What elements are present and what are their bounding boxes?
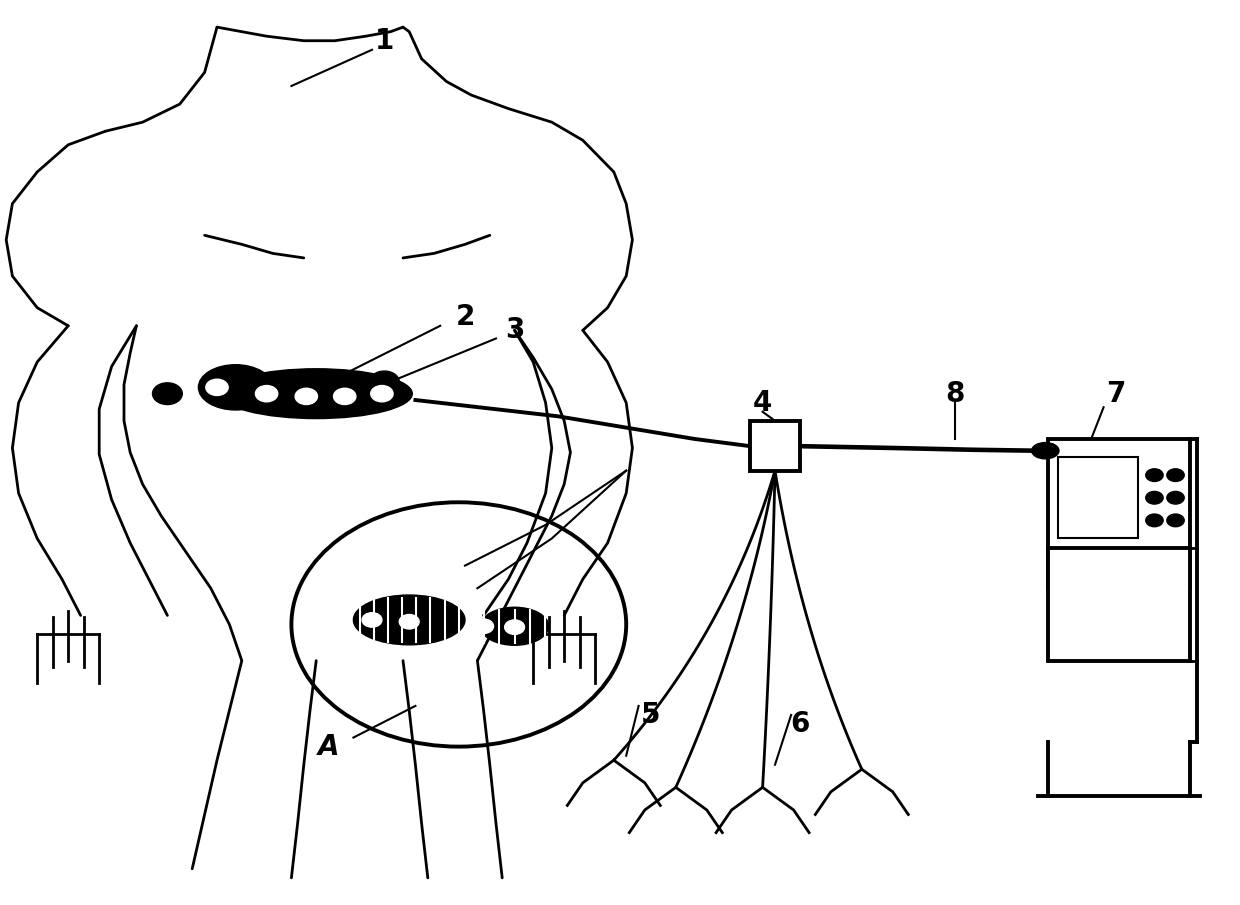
Circle shape	[1146, 469, 1163, 481]
Circle shape	[1146, 514, 1163, 527]
Text: 7: 7	[1106, 380, 1126, 407]
Text: 4: 4	[753, 389, 773, 416]
Text: 1: 1	[374, 27, 394, 54]
Text: 2: 2	[455, 303, 475, 330]
Circle shape	[370, 371, 399, 393]
Circle shape	[295, 388, 317, 405]
Circle shape	[1146, 491, 1163, 504]
Circle shape	[474, 619, 494, 634]
Ellipse shape	[481, 607, 549, 645]
FancyBboxPatch shape	[1048, 548, 1190, 661]
Circle shape	[399, 614, 419, 629]
Ellipse shape	[221, 369, 412, 418]
Ellipse shape	[353, 595, 465, 644]
Text: A: A	[317, 733, 340, 760]
Circle shape	[362, 613, 382, 627]
Ellipse shape	[198, 365, 273, 410]
Circle shape	[255, 386, 278, 402]
Circle shape	[371, 386, 393, 402]
Circle shape	[505, 620, 525, 634]
Circle shape	[1167, 491, 1184, 504]
Text: 8: 8	[945, 380, 965, 407]
Circle shape	[1167, 469, 1184, 481]
FancyBboxPatch shape	[1048, 439, 1190, 588]
Text: 3: 3	[505, 317, 525, 344]
FancyBboxPatch shape	[1058, 457, 1138, 538]
Circle shape	[206, 379, 228, 395]
Circle shape	[153, 383, 182, 405]
Ellipse shape	[1032, 443, 1059, 459]
Circle shape	[334, 388, 356, 405]
Text: 5: 5	[641, 701, 661, 729]
Circle shape	[1167, 514, 1184, 527]
Text: 6: 6	[790, 710, 810, 738]
FancyBboxPatch shape	[750, 421, 800, 471]
